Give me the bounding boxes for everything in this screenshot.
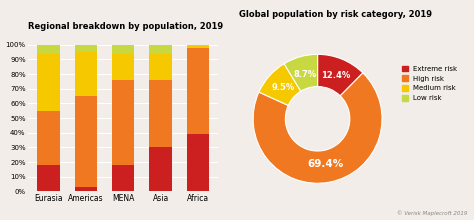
Bar	[74, 187, 97, 191]
Text: Regional breakdown by population, 2019: Regional breakdown by population, 2019	[28, 22, 224, 31]
Legend: Extreme risk, High risk, Medium risk, Low risk: Extreme risk, High risk, Medium risk, Lo…	[401, 66, 457, 101]
Bar	[187, 46, 210, 48]
Bar	[37, 111, 60, 165]
Text: Global population by risk category, 2019: Global population by risk category, 2019	[239, 10, 432, 19]
Bar	[74, 52, 97, 96]
Wedge shape	[318, 54, 363, 96]
Wedge shape	[259, 64, 301, 105]
Bar	[149, 53, 172, 80]
Text: © Verisk Maplecroft 2019: © Verisk Maplecroft 2019	[397, 210, 467, 216]
Bar	[149, 45, 172, 53]
Bar	[149, 147, 172, 191]
Text: 8.7%: 8.7%	[293, 70, 317, 79]
Bar	[74, 45, 97, 52]
Text: 12.4%: 12.4%	[320, 71, 350, 80]
Bar	[112, 165, 135, 191]
Bar	[187, 48, 210, 134]
Bar	[37, 53, 60, 111]
Wedge shape	[253, 73, 382, 183]
Bar	[37, 45, 60, 53]
Bar	[149, 80, 172, 147]
Bar	[112, 45, 135, 53]
Bar	[187, 134, 210, 191]
Bar	[112, 80, 135, 165]
Text: 69.4%: 69.4%	[308, 160, 344, 169]
Wedge shape	[284, 54, 318, 91]
Bar	[37, 165, 60, 191]
Text: 9.5%: 9.5%	[271, 84, 294, 92]
Bar	[112, 53, 135, 80]
Bar	[187, 45, 210, 46]
Bar	[74, 96, 97, 187]
